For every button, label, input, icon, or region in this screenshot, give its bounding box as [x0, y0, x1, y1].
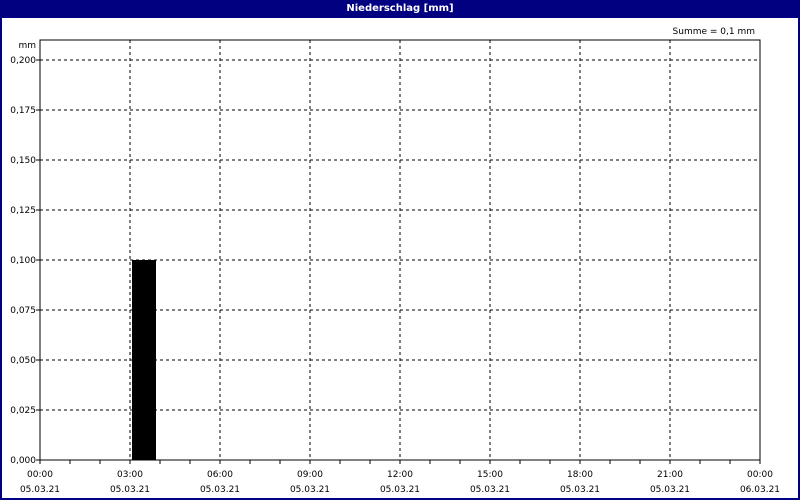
window-title: Niederschlag [mm]	[0, 0, 800, 18]
x-tick-time: 18:00	[567, 470, 593, 480]
y-axis-label: mm	[18, 41, 36, 51]
x-tick-time: 06:00	[207, 470, 233, 480]
x-tick-time: 12:00	[387, 470, 413, 480]
x-tick-time: 00:00	[27, 470, 53, 480]
bar	[132, 260, 156, 460]
x-tick-date: 05.03.21	[290, 485, 330, 495]
x-tick-time: 21:00	[657, 470, 683, 480]
x-tick-date: 05.03.21	[110, 485, 150, 495]
x-tick-date: 05.03.21	[20, 485, 60, 495]
x-tick-date: 05.03.21	[380, 485, 420, 495]
x-tick-time: 15:00	[477, 470, 503, 480]
x-tick-date: 06.03.21	[740, 485, 780, 495]
y-tick-label: 0,200	[10, 56, 36, 66]
x-tick-time: 00:00	[747, 470, 773, 480]
y-tick-label: 0,150	[10, 156, 36, 166]
x-tick-time: 03:00	[117, 470, 143, 480]
sum-annotation: Summe = 0,1 mm	[673, 27, 755, 37]
y-tick-label: 0,050	[10, 356, 36, 366]
y-tick-label: 0,175	[10, 106, 36, 116]
x-tick-date: 05.03.21	[470, 485, 510, 495]
y-tick-label: 0,100	[10, 256, 36, 266]
x-tick-date: 05.03.21	[560, 485, 600, 495]
y-tick-label: 0,000	[10, 456, 36, 466]
x-tick-date: 05.03.21	[200, 485, 240, 495]
plot-frame	[39, 39, 761, 461]
y-tick-label: 0,125	[10, 206, 36, 216]
x-tick-date: 05.03.21	[650, 485, 690, 495]
y-tick-label: 0,025	[10, 406, 36, 416]
x-tick-time: 09:00	[297, 470, 323, 480]
y-tick-label: 0,075	[10, 306, 36, 316]
